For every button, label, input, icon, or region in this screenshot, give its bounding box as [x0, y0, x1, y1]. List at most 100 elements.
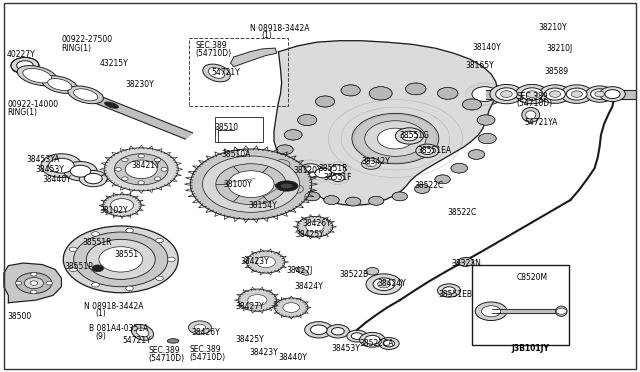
Circle shape: [70, 165, 91, 177]
Circle shape: [416, 144, 439, 157]
Circle shape: [325, 162, 351, 177]
Circle shape: [332, 328, 344, 335]
Circle shape: [326, 325, 349, 338]
Text: SEC.389: SEC.389: [195, 41, 227, 51]
Ellipse shape: [295, 267, 309, 275]
Text: 38230Y: 38230Y: [125, 80, 154, 89]
Ellipse shape: [131, 324, 154, 340]
Text: 38426Y: 38426Y: [302, 219, 331, 228]
Circle shape: [92, 265, 104, 272]
Text: 38100Y: 38100Y: [223, 180, 252, 189]
Ellipse shape: [47, 78, 72, 90]
Bar: [472, 265, 569, 344]
Text: 54721Y: 54721Y: [211, 68, 240, 77]
Polygon shape: [492, 310, 561, 313]
Circle shape: [315, 168, 332, 178]
Ellipse shape: [280, 183, 293, 189]
Circle shape: [481, 306, 500, 317]
Text: SEC.389: SEC.389: [516, 92, 548, 101]
Circle shape: [305, 322, 333, 338]
Circle shape: [248, 295, 267, 306]
Text: (1): (1): [261, 31, 272, 41]
Text: (54710D): (54710D): [189, 353, 225, 362]
Circle shape: [24, 278, 44, 289]
Circle shape: [549, 91, 561, 97]
Text: 38453Y: 38453Y: [36, 165, 65, 174]
Circle shape: [125, 286, 133, 291]
Circle shape: [11, 57, 39, 74]
Polygon shape: [230, 48, 276, 67]
Circle shape: [458, 257, 473, 266]
Circle shape: [438, 284, 461, 297]
Circle shape: [283, 303, 300, 312]
Ellipse shape: [74, 89, 98, 101]
Circle shape: [115, 167, 122, 171]
Circle shape: [79, 170, 108, 187]
Circle shape: [154, 177, 161, 181]
Circle shape: [30, 281, 38, 285]
Circle shape: [306, 222, 324, 232]
Circle shape: [299, 164, 322, 177]
Circle shape: [256, 256, 275, 267]
Text: 40227Y: 40227Y: [7, 50, 36, 59]
Circle shape: [341, 85, 360, 96]
Polygon shape: [4, 263, 61, 303]
Circle shape: [46, 281, 52, 285]
Circle shape: [86, 239, 156, 279]
Circle shape: [17, 61, 33, 70]
Circle shape: [69, 267, 77, 272]
Circle shape: [365, 121, 426, 156]
Circle shape: [138, 181, 145, 185]
Circle shape: [74, 232, 168, 287]
Text: B 081A4-0351A: B 081A4-0351A: [89, 324, 148, 333]
Text: RING(1): RING(1): [7, 108, 37, 117]
Text: 38551EA: 38551EA: [417, 146, 451, 155]
Text: 38551R: 38551R: [83, 238, 112, 247]
Circle shape: [605, 90, 620, 99]
Ellipse shape: [104, 102, 118, 108]
Text: 38165Y: 38165Y: [466, 61, 494, 70]
Circle shape: [122, 158, 128, 162]
Circle shape: [316, 96, 335, 107]
Circle shape: [69, 247, 77, 251]
Text: 38551F: 38551F: [323, 173, 352, 182]
Text: 38589: 38589: [545, 67, 569, 76]
Ellipse shape: [42, 76, 77, 93]
Text: 38424Y: 38424Y: [294, 282, 323, 291]
Circle shape: [545, 88, 565, 100]
Circle shape: [362, 158, 381, 169]
Circle shape: [125, 160, 157, 179]
Circle shape: [41, 154, 82, 177]
Circle shape: [31, 272, 37, 276]
Text: 38342Y: 38342Y: [362, 157, 390, 166]
Circle shape: [63, 226, 178, 293]
Circle shape: [64, 161, 97, 181]
Circle shape: [16, 273, 52, 294]
Circle shape: [366, 267, 379, 275]
Circle shape: [521, 88, 543, 100]
Text: N 08918-3442A: N 08918-3442A: [250, 24, 309, 33]
Circle shape: [246, 251, 285, 273]
Text: 38323N: 38323N: [451, 259, 481, 267]
Ellipse shape: [209, 68, 225, 78]
Circle shape: [154, 158, 161, 162]
Ellipse shape: [525, 111, 536, 119]
Text: 38425Y: 38425Y: [296, 230, 324, 240]
Circle shape: [378, 128, 413, 149]
Circle shape: [103, 194, 141, 217]
Text: 43215Y: 43215Y: [100, 59, 129, 68]
Ellipse shape: [136, 328, 148, 337]
Circle shape: [352, 113, 439, 164]
Text: 38551R: 38551R: [319, 164, 348, 173]
Circle shape: [591, 89, 609, 99]
Text: 38140Y: 38140Y: [472, 42, 500, 51]
Text: N 08918-3442A: N 08918-3442A: [84, 302, 143, 311]
Bar: [189, 38, 288, 106]
Circle shape: [475, 302, 507, 321]
Text: (9): (9): [95, 331, 106, 341]
Circle shape: [288, 185, 303, 193]
Text: (54710D): (54710D): [516, 99, 553, 108]
Circle shape: [472, 87, 497, 102]
Circle shape: [122, 177, 128, 181]
Circle shape: [31, 290, 37, 294]
